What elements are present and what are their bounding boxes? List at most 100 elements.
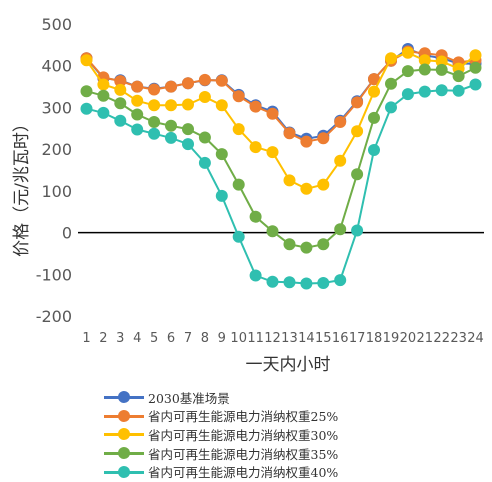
- data-point: [232, 230, 245, 243]
- data-point: [232, 178, 245, 191]
- data-point: [334, 154, 347, 167]
- y-axis-ticks: -200 -100 0 100 200 300 400 500: [36, 15, 72, 326]
- data-point: [418, 54, 431, 67]
- data-point: [249, 141, 262, 154]
- data-point: [368, 73, 380, 86]
- data-point: [351, 224, 364, 237]
- series-line: [85, 50, 476, 143]
- series-3: [80, 46, 482, 195]
- legend-item: 省内可再生能源电力消纳权重35%: [104, 444, 434, 463]
- x-tick-label: 1: [82, 331, 90, 346]
- legend-item: 2030基准场景: [104, 388, 434, 407]
- data-point: [401, 46, 414, 59]
- data-point: [266, 107, 279, 120]
- data-point: [215, 189, 228, 202]
- x-tick-label: 11: [247, 331, 264, 346]
- data-point: [97, 78, 110, 91]
- data-point: [300, 277, 313, 290]
- data-point: [114, 83, 127, 96]
- data-point: [401, 65, 414, 78]
- legend-marker: [118, 391, 130, 404]
- data-point: [283, 127, 296, 140]
- data-point: [351, 125, 364, 138]
- data-point: [148, 83, 161, 96]
- legend-swatch: [104, 447, 144, 460]
- data-point: [385, 77, 397, 90]
- data-point: [182, 123, 194, 136]
- x-tick-label: 24: [467, 331, 484, 346]
- data-point: [182, 98, 194, 111]
- data-point: [368, 85, 380, 98]
- data-point: [368, 144, 380, 156]
- data-point: [182, 77, 194, 90]
- x-tick-label: 23: [450, 331, 467, 346]
- y-tick-label: 300: [41, 98, 72, 117]
- data-point: [215, 99, 228, 112]
- data-point: [215, 74, 228, 87]
- data-point: [283, 238, 296, 251]
- data-point: [165, 80, 177, 93]
- y-tick-label: 0: [62, 224, 72, 243]
- data-point: [418, 63, 431, 76]
- data-point: [232, 90, 245, 103]
- data-point: [435, 55, 448, 68]
- data-point: [469, 61, 482, 74]
- data-point: [334, 223, 347, 236]
- y-tick-label: 500: [41, 15, 72, 34]
- data-point: [435, 84, 448, 97]
- x-axis-label: 一天内小时: [246, 355, 331, 375]
- data-point: [418, 85, 431, 98]
- data-point: [148, 99, 161, 112]
- x-tick-label: 14: [298, 331, 315, 346]
- data-point: [385, 52, 397, 65]
- data-point: [334, 116, 347, 128]
- data-point: [283, 276, 296, 289]
- series-line: [85, 47, 476, 140]
- legend-item: 省内可再生能源电力消纳权重40%: [104, 462, 434, 481]
- legend-label: 2030基准场景: [148, 390, 230, 406]
- y-tick-label: 100: [41, 182, 72, 201]
- x-tick-label: 6: [167, 331, 175, 346]
- legend-label: 省内可再生能源电力消纳权重35%: [148, 446, 339, 462]
- legend-marker: [118, 428, 130, 441]
- data-point: [198, 73, 211, 86]
- data-point: [131, 123, 144, 136]
- data-point: [97, 106, 110, 119]
- data-point: [435, 63, 448, 76]
- data-point: [131, 108, 144, 121]
- data-point: [114, 75, 127, 88]
- data-point: [452, 84, 465, 97]
- x-tick-label: 12: [264, 331, 281, 346]
- data-point: [165, 131, 177, 144]
- legend-label: 省内可再生能源电力消纳权重40%: [148, 465, 339, 481]
- data-point: [368, 111, 380, 124]
- data-point: [317, 178, 330, 191]
- legend-label: 省内可再生能源电力消纳权重25%: [148, 409, 339, 425]
- data-point: [300, 241, 313, 254]
- data-point: [266, 275, 279, 288]
- data-point: [452, 70, 465, 83]
- data-point: [198, 131, 211, 144]
- data-point: [385, 101, 397, 114]
- data-point: [249, 269, 262, 282]
- data-point: [266, 146, 279, 159]
- data-point: [232, 123, 245, 136]
- y-tick-label: -200: [36, 307, 72, 326]
- series-line: [86, 66, 476, 249]
- data-point: [266, 225, 279, 238]
- data-point: [131, 94, 144, 107]
- data-point: [317, 277, 330, 289]
- x-tick-label: 22: [433, 331, 450, 346]
- data-point: [80, 102, 93, 115]
- x-tick-label: 15: [315, 331, 332, 346]
- y-tick-label: 400: [41, 57, 72, 76]
- x-tick-label: 16: [332, 331, 349, 346]
- series-line: [86, 83, 476, 285]
- data-point: [114, 97, 127, 110]
- y-tick-label: -100: [36, 265, 72, 284]
- data-point: [249, 210, 262, 223]
- data-point: [198, 156, 211, 169]
- data-point: [114, 114, 127, 127]
- data-point: [300, 135, 313, 148]
